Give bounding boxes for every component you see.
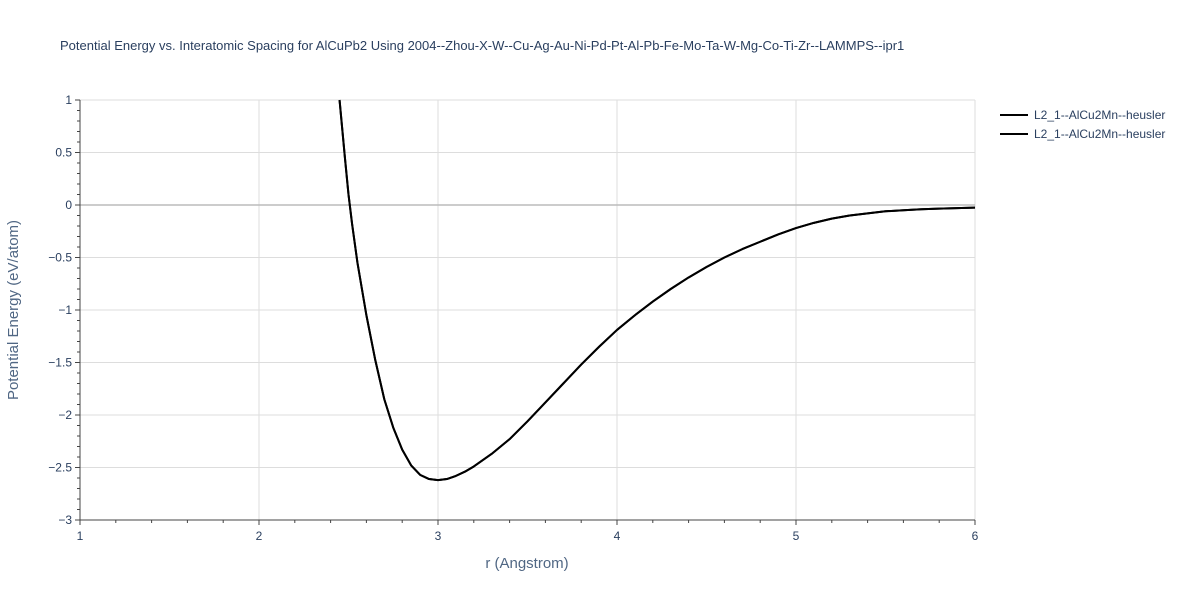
- series-line-2: [338, 99, 976, 482]
- chart-title: Potential Energy vs. Interatomic Spacing…: [60, 38, 904, 53]
- x-tick-label: 3: [435, 529, 442, 543]
- y-tick-label: −0.5: [48, 251, 72, 265]
- legend-item-2[interactable]: L2_1--AlCu2Mn--heusler: [1000, 127, 1165, 141]
- legend[interactable]: L2_1--AlCu2Mn--heusler L2_1--AlCu2Mn--heu…: [1000, 108, 1165, 141]
- y-tick-label: −1: [58, 303, 72, 317]
- y-tick-label: −2.5: [48, 461, 72, 475]
- y-tick-label: 0.5: [55, 146, 72, 160]
- y-tick-label: −1.5: [48, 356, 72, 370]
- x-tick-label: 2: [256, 529, 263, 543]
- x-tick-label: 4: [614, 529, 621, 543]
- tick-labels: 1 2 3 4 5 6 1 0.5 0 −0.5 −1 −1.5 −2 −2.5 −3: [48, 93, 978, 543]
- legend-label: L2_1--AlCu2Mn--heusler: [1034, 108, 1165, 122]
- y-tick-label: 0: [65, 198, 72, 212]
- y-tick-label: −2: [58, 408, 72, 422]
- x-axis-title: r (Angstrom): [485, 555, 568, 572]
- x-tick-label: 1: [77, 529, 84, 543]
- series-lines: [338, 99, 976, 482]
- legend-label: L2_1--AlCu2Mn--heusler: [1034, 127, 1165, 141]
- y-tick-label: −3: [58, 513, 72, 527]
- axes: [75, 99, 976, 525]
- y-tick-label: 1: [65, 93, 72, 107]
- x-tick-label: 6: [972, 529, 979, 543]
- y-axis-title: Potential Energy (eV/atom): [5, 220, 22, 400]
- legend-item-1[interactable]: L2_1--AlCu2Mn--heusler: [1000, 108, 1165, 122]
- x-tick-label: 5: [793, 529, 800, 543]
- grid-lines: [80, 99, 976, 520]
